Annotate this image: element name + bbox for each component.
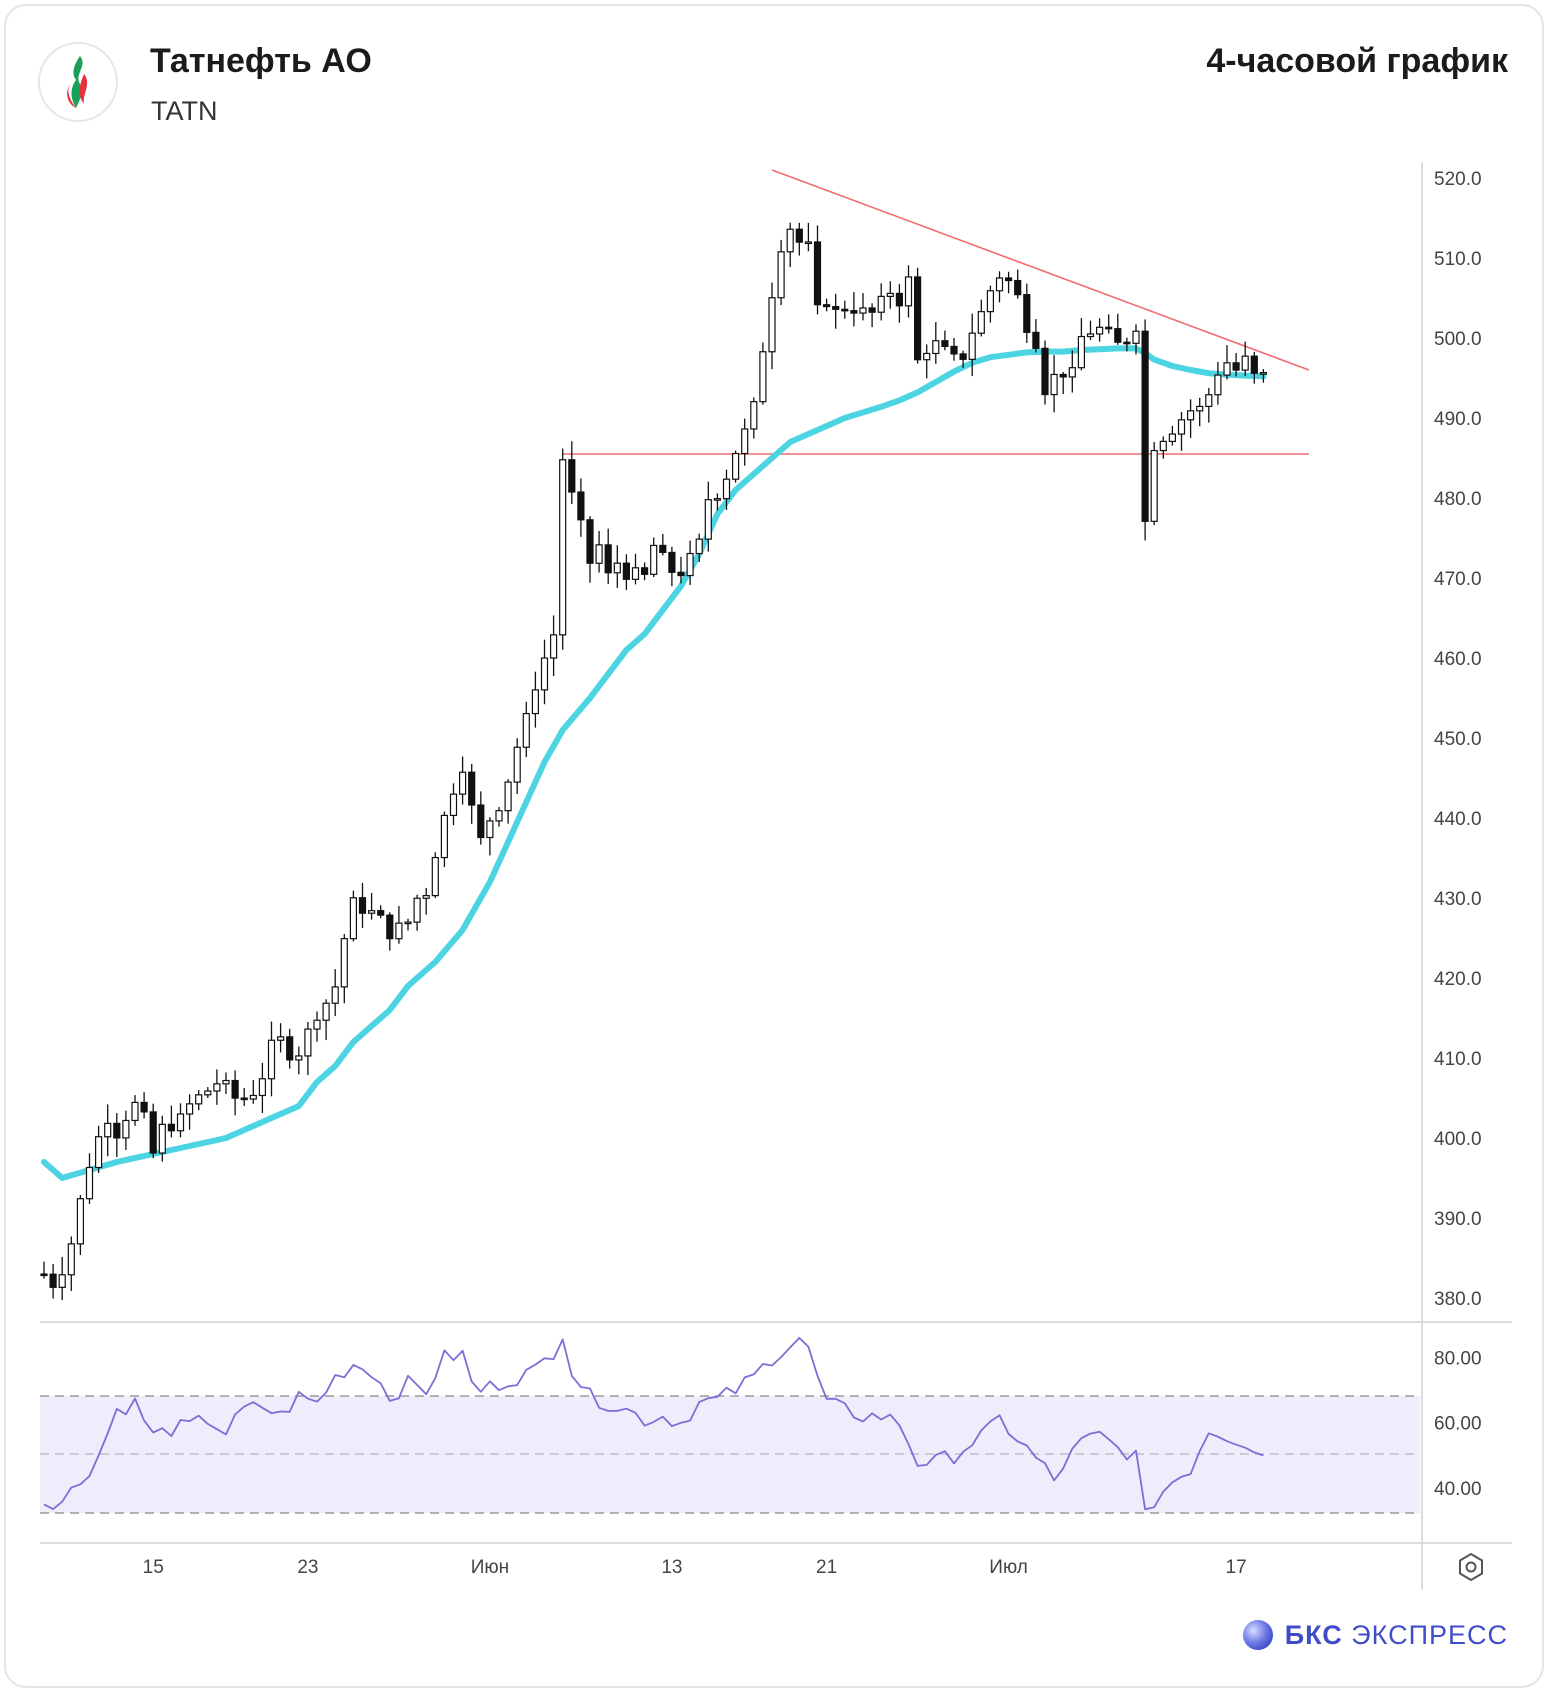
ticker-symbol: TATN <box>151 96 218 126</box>
chart-title: Татнефть АО <box>150 42 372 80</box>
chart-period: 4-часовой график <box>1206 42 1508 80</box>
company-logo <box>38 42 118 122</box>
brand-name: БКС ЭКСПРЕСС <box>1285 1620 1508 1651</box>
bks-sphere-icon <box>1242 1620 1273 1650</box>
chart-card <box>4 4 1544 1688</box>
brand-logo: БКС ЭКСПРЕСС <box>1241 1618 1508 1652</box>
brand-name-bold: БКС <box>1284 1619 1343 1650</box>
tatneft-flame-logo-icon <box>67 56 88 108</box>
brand-name-rest: ЭКСПРЕСС <box>1351 1619 1508 1650</box>
